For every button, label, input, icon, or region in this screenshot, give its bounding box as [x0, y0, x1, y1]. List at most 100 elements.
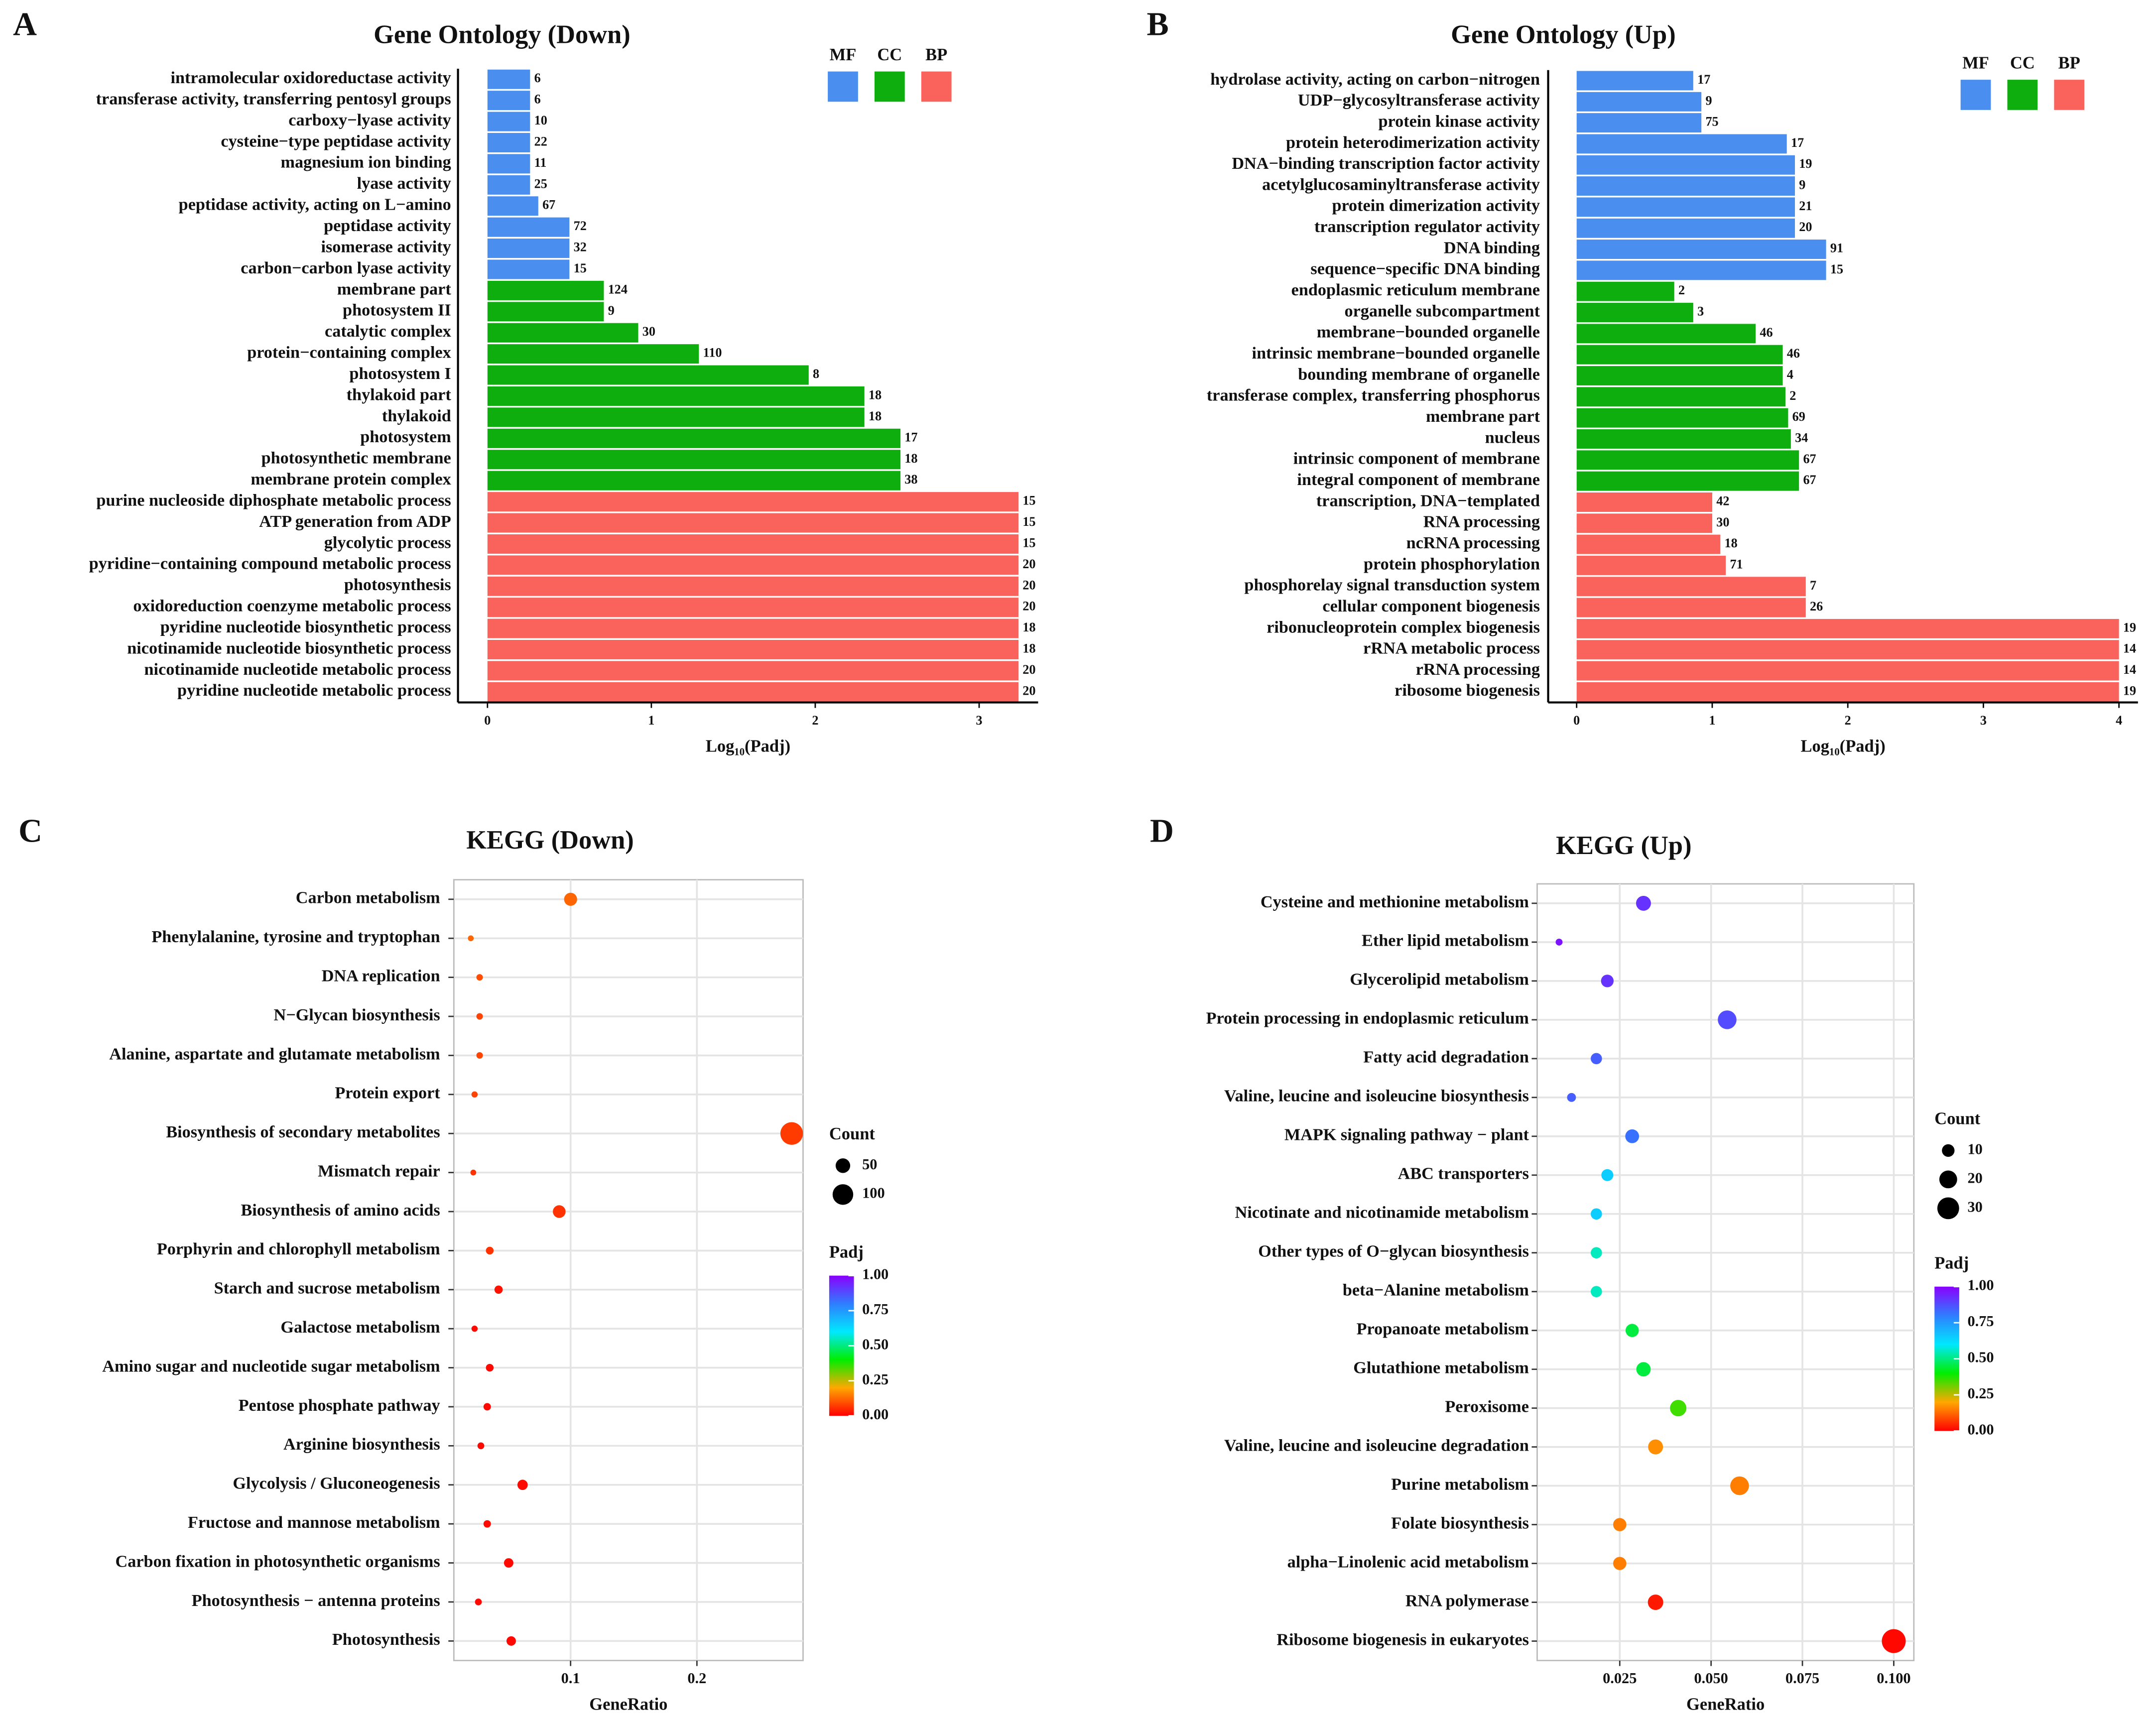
- count-label: 67: [1803, 452, 1816, 466]
- category-label: Valine, leucine and isoleucine biosynthe…: [1224, 1087, 1529, 1106]
- category-label: transcription regulator activity: [1314, 218, 1540, 236]
- bar: [1576, 303, 1693, 322]
- bubble: [486, 1246, 494, 1255]
- category-label: Ether lipid metabolism: [1362, 932, 1529, 950]
- category-label: Pentose phosphate pathway: [239, 1396, 440, 1415]
- bubble: [1567, 1093, 1576, 1102]
- count-label: 20: [1799, 220, 1812, 234]
- category-label: nicotinamide nucleotide metabolic proces…: [144, 660, 451, 679]
- category-label: integral component of membrane: [1297, 471, 1540, 489]
- category-label: protein phosphorylation: [1364, 555, 1540, 573]
- bar: [487, 344, 699, 364]
- category-label: beta−Alanine metabolism: [1343, 1281, 1529, 1300]
- bar: [1576, 555, 1726, 575]
- x-tick-label: 0: [1573, 713, 1580, 728]
- x-tick-label: 0.1: [561, 1670, 580, 1687]
- color-tick-label: 0.00: [862, 1406, 888, 1423]
- count-label: 18: [904, 451, 917, 466]
- legend-swatch: [1960, 80, 1991, 110]
- category-label: DNA binding: [1444, 239, 1540, 257]
- category-label: ncRNA processing: [1406, 534, 1540, 552]
- x-tick-label: 3: [1980, 713, 1987, 728]
- category-label: Phenylalanine, tyrosine and tryptophan: [151, 928, 440, 946]
- x-tick-label: 0.075: [1785, 1670, 1819, 1687]
- legend-label: CC: [2010, 54, 2035, 73]
- count-label: 18: [1725, 536, 1738, 550]
- category-label: acetylglucosaminyltransferase activity: [1262, 175, 1540, 194]
- category-label: ATP generation from ADP: [259, 512, 451, 531]
- bar: [487, 365, 809, 385]
- category-label: sequence−specific DNA binding: [1310, 260, 1540, 278]
- bar: [1576, 92, 1702, 112]
- count-label: 8: [813, 367, 819, 381]
- count-label: 46: [1787, 346, 1800, 361]
- count-label: 15: [1022, 514, 1035, 529]
- bar: [487, 112, 530, 131]
- bubble: [1636, 895, 1651, 911]
- bar: [1576, 450, 1799, 470]
- count-label: 91: [1830, 241, 1843, 255]
- bar: [487, 639, 1018, 660]
- plot-background: [453, 879, 804, 1661]
- category-label: intrinsic membrane−bounded organelle: [1252, 344, 1540, 363]
- bar: [1576, 661, 2119, 681]
- size-legend-title: Count: [1934, 1109, 1981, 1128]
- bar: [1576, 513, 1712, 533]
- bar: [1576, 387, 1785, 407]
- category-label: Glutathione metabolism: [1353, 1359, 1529, 1377]
- bar: [487, 598, 1018, 617]
- bubble: [504, 1558, 513, 1568]
- category-label: Purine metabolism: [1391, 1475, 1529, 1493]
- bar: [487, 576, 1018, 596]
- count-label: 71: [1730, 557, 1743, 571]
- chart-title: Gene Ontology (Up): [1451, 20, 1676, 49]
- bubble: [780, 1122, 803, 1145]
- size-legend-dot: [1937, 1197, 1959, 1220]
- x-axis-label: GeneRatio: [589, 1695, 667, 1714]
- panel-letter: C: [18, 813, 42, 850]
- bar: [487, 618, 1018, 638]
- category-label: Arginine biosynthesis: [283, 1435, 440, 1454]
- category-label: hydrolase activity, acting on carbon−nit…: [1210, 70, 1540, 89]
- category-label: photosystem: [360, 428, 451, 446]
- count-label: 14: [2123, 662, 2136, 677]
- bar: [1576, 240, 1826, 259]
- category-label: photosystem I: [349, 365, 451, 383]
- count-label: 18: [1022, 620, 1035, 634]
- bubble: [1648, 1595, 1663, 1610]
- bubble: [506, 1636, 516, 1646]
- plot-background: [1536, 883, 1915, 1661]
- chart-title: Gene Ontology (Down): [374, 20, 631, 49]
- category-label: oxidoreduction coenzyme metabolic proces…: [133, 597, 451, 615]
- legend-swatch: [921, 71, 952, 102]
- category-label: Mismatch repair: [318, 1162, 440, 1180]
- count-label: 18: [869, 409, 882, 423]
- count-label: 15: [1022, 535, 1035, 550]
- bubble: [475, 1598, 482, 1605]
- bar: [1576, 598, 1806, 617]
- category-label: photosynthetic membrane: [261, 449, 451, 468]
- category-label: transferase activity, transferring pento…: [96, 90, 451, 109]
- bar: [1576, 345, 1783, 365]
- count-label: 10: [534, 113, 547, 127]
- bubble: [1601, 1169, 1614, 1181]
- color-tick-label: 0.50: [1967, 1349, 1994, 1366]
- count-label: 32: [574, 240, 587, 254]
- category-label: bounding membrane of organelle: [1298, 365, 1540, 383]
- count-label: 9: [608, 303, 615, 318]
- bar: [487, 682, 1018, 702]
- bubble: [1625, 1324, 1639, 1337]
- category-label: Fatty acid degradation: [1363, 1048, 1529, 1067]
- category-label: purine nucleoside diphosphate metabolic …: [96, 491, 451, 509]
- category-label: Galactose metabolism: [280, 1318, 440, 1337]
- bar: [487, 302, 604, 322]
- x-axis-label: GeneRatio: [1686, 1695, 1765, 1714]
- size-legend-dot: [1939, 1170, 1957, 1189]
- category-label: DNA−binding transcription factor activit…: [1232, 154, 1540, 173]
- category-label: peptidase activity: [324, 217, 451, 235]
- category-label: photosynthesis: [344, 576, 451, 594]
- count-label: 20: [1022, 683, 1035, 698]
- bar: [1576, 113, 1702, 133]
- category-label: ABC transporters: [1398, 1165, 1529, 1183]
- category-label: protein dimerization activity: [1332, 197, 1540, 215]
